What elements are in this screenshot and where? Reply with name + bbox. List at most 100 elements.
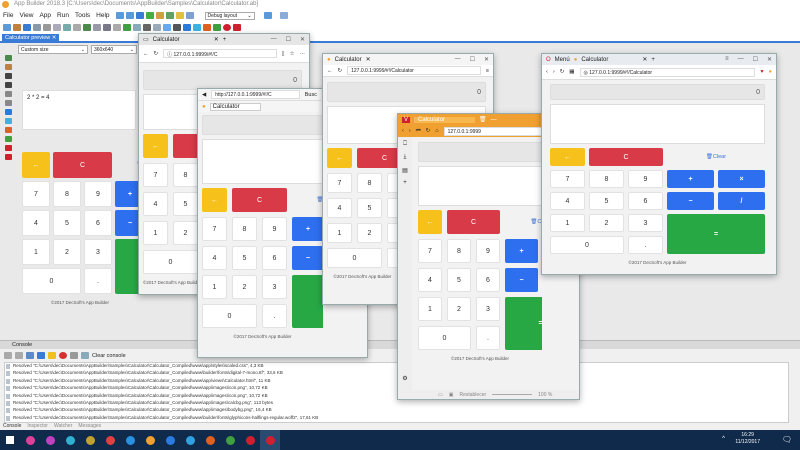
equals-button[interactable]: = (505, 297, 542, 350)
vivaldi-icon[interactable]: V (402, 116, 411, 123)
opera-icon[interactable] (223, 23, 231, 31)
key-0[interactable]: 0 (22, 268, 81, 294)
tray-chevron-icon[interactable]: ^ (722, 436, 725, 442)
close-tab-icon[interactable]: ✕ (642, 57, 648, 63)
clear-console-button[interactable]: Clear console (92, 352, 126, 359)
key-8[interactable]: 8 (357, 173, 382, 193)
key-5[interactable]: 5 (447, 268, 471, 292)
maximize-icon[interactable]: ☐ (469, 57, 475, 63)
firefox-icon[interactable] (203, 23, 211, 31)
vivaldi-icon[interactable] (240, 430, 260, 450)
multiply-button[interactable]: × (718, 170, 765, 188)
run-icon[interactable] (123, 23, 131, 31)
subtract-button[interactable]: − (115, 210, 138, 236)
divide-button[interactable]: / (718, 192, 765, 210)
key-3[interactable]: 3 (84, 239, 112, 265)
tab-console[interactable]: Console (3, 423, 22, 429)
key-2[interactable]: 2 (232, 275, 257, 299)
key-1[interactable]: 1 (550, 214, 585, 232)
key-4[interactable]: 4 (418, 268, 442, 292)
speed-dial-icon[interactable]: ▦ (569, 69, 575, 75)
trash-icon[interactable]: 🗑 (479, 117, 487, 123)
key-5[interactable]: 5 (589, 192, 624, 210)
equals-button[interactable]: = (292, 275, 323, 328)
address-bar[interactable]: ◎ 127.0.0.1:9999/#!/Calculator (579, 67, 756, 77)
tree-icon[interactable] (83, 23, 91, 31)
image-icon[interactable] (165, 12, 174, 19)
zoom-icon[interactable] (5, 100, 12, 106)
tab-watcher[interactable]: Watcher (53, 423, 73, 429)
subtract-button[interactable]: − (667, 192, 714, 210)
search-icon[interactable] (93, 23, 101, 31)
key-5[interactable]: 5 (232, 246, 257, 270)
key-6[interactable]: 6 (262, 246, 287, 270)
key-6[interactable]: 6 (476, 268, 500, 292)
subtract-button[interactable]: − (505, 268, 538, 292)
key-1[interactable]: 1 (327, 223, 352, 243)
key-0[interactable]: 0 (202, 304, 257, 328)
clear-history-link[interactable]: 🗑 Clear (505, 210, 542, 234)
key-7[interactable]: 7 (327, 173, 352, 193)
tab-inspector[interactable]: Inspector (27, 423, 48, 429)
favorite-star-icon[interactable]: ☆ (289, 50, 295, 57)
chrome-icon[interactable] (220, 430, 240, 450)
ie-icon[interactable] (180, 430, 200, 450)
error-icon[interactable] (59, 352, 67, 359)
edge-icon[interactable] (5, 109, 12, 115)
layout-icon[interactable] (279, 12, 288, 19)
opera-icon[interactable] (5, 145, 12, 151)
taskbar-clock[interactable]: 16:29 11/12/2017 (735, 432, 760, 446)
back-icon[interactable]: ← (143, 50, 149, 57)
sort-icon[interactable] (173, 23, 181, 31)
add-button[interactable]: + (667, 170, 714, 188)
key-3[interactable]: 3 (262, 275, 287, 299)
monitor-icon[interactable] (103, 23, 111, 31)
back-icon[interactable]: ← (327, 67, 333, 74)
explorer-icon[interactable] (80, 430, 100, 450)
arrow-right-icon[interactable] (5, 82, 12, 88)
tools-icon[interactable] (155, 12, 164, 19)
back-button[interactable]: ← (202, 188, 227, 212)
back-icon[interactable]: ‹ (546, 69, 548, 75)
key-8[interactable]: 8 (173, 163, 198, 187)
vivaldi-icon[interactable] (5, 154, 12, 160)
key-8[interactable]: 8 (589, 170, 624, 188)
close-icon[interactable]: ✕ (51, 35, 57, 41)
menu-app[interactable]: App (39, 12, 52, 19)
notes-icon[interactable]: ▤ (402, 168, 408, 174)
key-9[interactable]: 9 (84, 181, 112, 207)
heart-icon[interactable]: ♥ (760, 69, 764, 75)
notifications-icon[interactable]: 🗨 (781, 435, 792, 444)
paste-icon[interactable] (73, 23, 81, 31)
app-builder-icon[interactable] (140, 430, 160, 450)
key-9[interactable]: 9 (262, 217, 287, 241)
rewind-icon[interactable]: ⏮ (415, 127, 421, 134)
key-2[interactable]: 2 (589, 214, 624, 232)
bookmark-icon[interactable]: ⎕ (403, 141, 407, 147)
menu-run[interactable]: Run (57, 12, 69, 19)
key-6[interactable]: 6 (628, 192, 663, 210)
key-7[interactable]: 7 (550, 170, 585, 188)
resolution-select[interactable]: 360x640 ⌄ (91, 45, 137, 54)
arrow-up-icon[interactable] (135, 12, 144, 19)
menu-view[interactable]: View (19, 12, 34, 19)
refresh-icon[interactable]: ↻ (559, 69, 565, 75)
media-icon[interactable] (20, 430, 40, 450)
folder-icon[interactable] (5, 64, 12, 70)
phone-icon[interactable] (70, 352, 78, 359)
globe-icon[interactable] (163, 23, 171, 31)
key-3[interactable]: 3 (476, 297, 500, 321)
reading-view-icon[interactable]: ▯ (281, 50, 285, 57)
key-4[interactable]: 4 (327, 198, 352, 218)
key-9[interactable]: 9 (476, 239, 500, 263)
decimal-button[interactable]: . (262, 304, 287, 328)
clear-button[interactable]: C (589, 148, 663, 166)
key-5[interactable]: 5 (173, 192, 198, 216)
menu-help[interactable]: Help (96, 12, 110, 19)
home-icon[interactable]: ⌂ (435, 128, 439, 134)
key-4[interactable]: 4 (143, 192, 168, 216)
ie-tab[interactable]: Calculator (209, 102, 261, 111)
store-icon[interactable] (100, 430, 120, 450)
new-tab-icon[interactable]: + (222, 36, 227, 43)
key-2[interactable]: 2 (173, 221, 198, 245)
